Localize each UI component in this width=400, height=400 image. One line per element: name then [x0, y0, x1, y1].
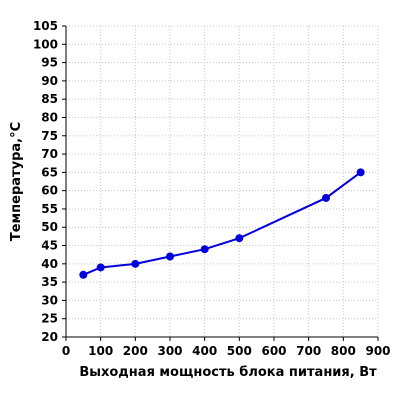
- y-tick-label: 60: [41, 184, 58, 198]
- x-tick-label: 300: [157, 344, 182, 358]
- axes: [62, 25, 379, 341]
- x-tick-label: 500: [227, 344, 252, 358]
- y-tick-label: 85: [41, 92, 58, 106]
- x-tick-label: 0: [62, 344, 70, 358]
- data-point: [79, 270, 88, 279]
- x-tick-label: 600: [261, 344, 286, 358]
- data-point: [131, 259, 140, 268]
- x-tick-label: 700: [296, 344, 321, 358]
- y-tick-label: 105: [33, 19, 58, 33]
- series: [79, 168, 365, 279]
- tick-labels: 0 100 200 300 400 500 600 700 800 900 20 25 30 35 40 45…: [33, 19, 391, 358]
- y-tick-label: 50: [41, 220, 58, 234]
- y-tick-label: 65: [41, 165, 58, 179]
- y-tick-label: 55: [41, 202, 58, 216]
- y-tick-label: 30: [41, 293, 58, 307]
- x-tick-label: 800: [331, 344, 356, 358]
- x-tick-label: 100: [88, 344, 113, 358]
- y-axis-title: Температура,°C: [9, 122, 24, 241]
- x-tick-label: 900: [365, 344, 390, 358]
- x-axis-title: Выходная мощность блока питания, Вт: [79, 365, 377, 380]
- y-tick-label: 90: [41, 74, 58, 88]
- x-tick-label: 400: [192, 344, 217, 358]
- y-tick-label: 75: [41, 129, 58, 143]
- y-tick-label: 40: [41, 257, 58, 271]
- y-tick-label: 20: [41, 330, 58, 344]
- y-tick-label: 95: [41, 56, 58, 70]
- x-tick-label: 200: [123, 344, 148, 358]
- y-tick-label: 70: [41, 147, 58, 161]
- grid: [66, 25, 379, 337]
- series-line: [82, 171, 362, 276]
- data-point: [200, 245, 209, 254]
- y-tick-label: 45: [41, 239, 58, 253]
- data-point: [322, 193, 330, 202]
- data-point: [96, 263, 105, 272]
- y-tick-label: 35: [41, 275, 58, 289]
- y-tick-label: 100: [33, 37, 58, 51]
- y-tick-label: 25: [41, 312, 58, 326]
- data-point: [166, 252, 174, 261]
- y-tick-label: 80: [41, 110, 58, 124]
- data-point: [235, 234, 244, 243]
- data-point: [356, 168, 365, 177]
